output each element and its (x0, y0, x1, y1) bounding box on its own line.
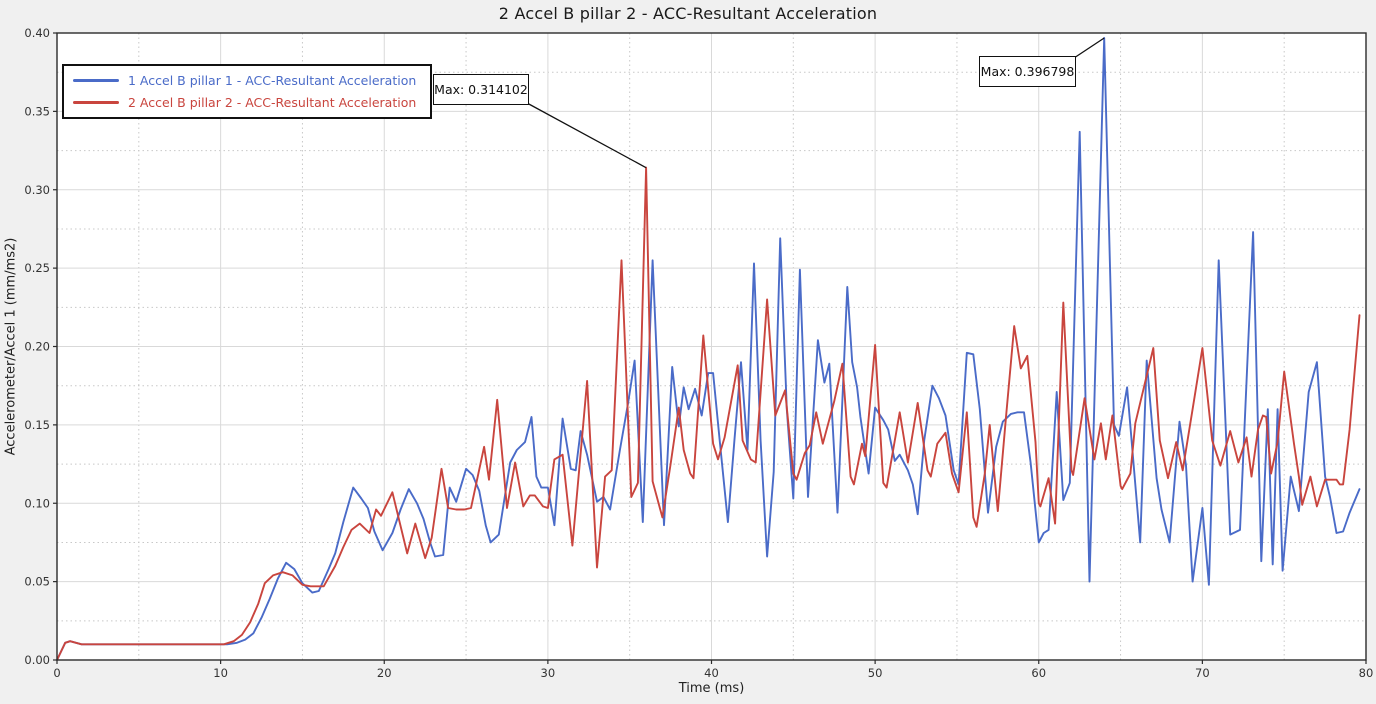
svg-text:0.15: 0.15 (24, 418, 50, 432)
svg-text:0: 0 (53, 666, 60, 680)
legend-item-accel-1[interactable]: 1 Accel B pillar 1 - ACC-Resultant Accel… (73, 71, 416, 90)
svg-text:60: 60 (1031, 666, 1046, 680)
svg-text:40: 40 (704, 666, 719, 680)
svg-text:0.05: 0.05 (24, 575, 50, 589)
svg-text:10: 10 (213, 666, 228, 680)
svg-text:0.35: 0.35 (24, 104, 50, 118)
series-2-line-swatch (73, 101, 119, 104)
svg-text:50: 50 (868, 666, 883, 680)
svg-text:0.10: 0.10 (24, 496, 50, 510)
svg-text:0.30: 0.30 (24, 183, 50, 197)
svg-text:0.40: 0.40 (24, 26, 50, 40)
svg-text:80: 80 (1359, 666, 1374, 680)
legend-item-accel-2[interactable]: 2 Accel B pillar 2 - ACC-Resultant Accel… (73, 93, 416, 112)
max-annotation-red[interactable]: Max: 0.314102 (433, 74, 529, 105)
x-axis-label: Time (ms) (678, 681, 745, 696)
legend[interactable]: 1 Accel B pillar 1 - ACC-Resultant Accel… (62, 64, 433, 119)
y-axis-label: Accelerometer/Accel 1 (mm/ms2) (3, 237, 19, 456)
svg-text:0.20: 0.20 (24, 340, 50, 354)
max-annotation-blue[interactable]: Max: 0.396798 (979, 56, 1076, 87)
legend-item-label: 2 Accel B pillar 2 - ACC-Resultant Accel… (128, 95, 417, 110)
svg-text:30: 30 (541, 666, 556, 680)
legend-item-label: 1 Accel B pillar 1 - ACC-Resultant Accel… (128, 73, 417, 88)
chart-title: 2 Accel B pillar 2 - ACC-Resultant Accel… (498, 4, 878, 23)
svg-text:0.00: 0.00 (24, 653, 50, 667)
svg-text:70: 70 (1195, 666, 1210, 680)
svg-text:20: 20 (377, 666, 392, 680)
svg-text:0.25: 0.25 (24, 261, 50, 275)
series-1-line-swatch (73, 79, 119, 82)
